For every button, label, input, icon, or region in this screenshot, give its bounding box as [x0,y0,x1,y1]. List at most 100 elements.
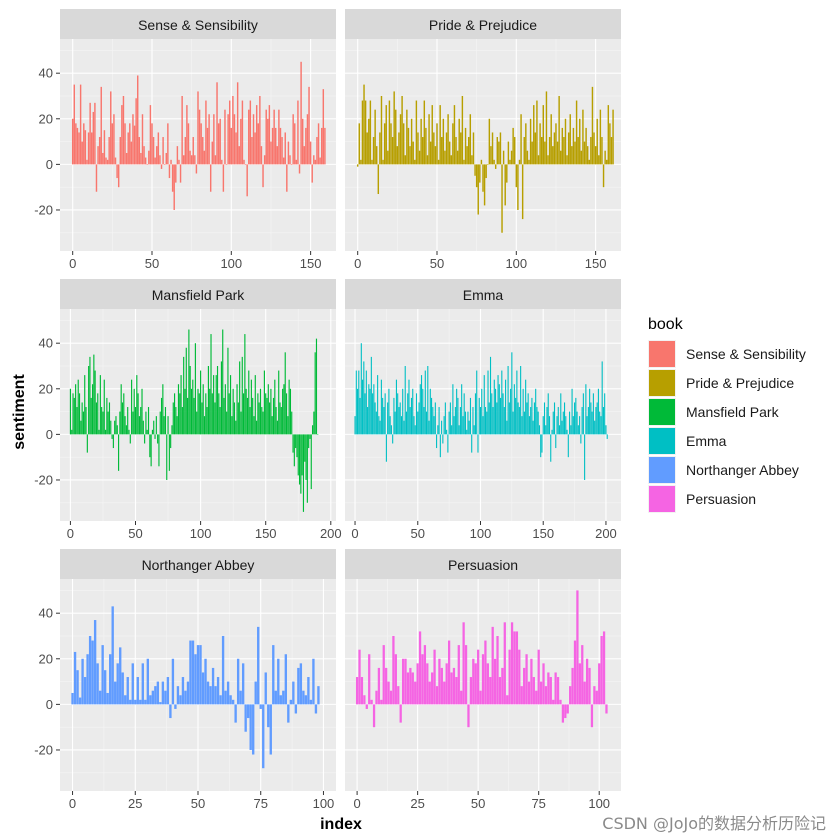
bar [111,123,114,165]
bar [433,416,435,435]
bar [397,686,400,705]
bar [602,164,605,188]
bar [275,407,277,435]
bar [110,91,112,165]
bar [561,420,563,435]
bar [464,645,468,705]
bar [132,411,134,435]
legend-label: Sense & Sensibility [686,346,806,362]
x-tick-label: 50 [145,256,159,271]
bar [229,375,232,435]
bar [196,645,200,705]
bar [99,375,101,435]
bar [139,699,142,705]
bar [502,150,505,165]
bar [321,127,323,165]
bar [241,356,243,435]
bar [197,388,199,435]
bar [452,384,454,435]
bar [102,152,104,165]
bar [246,164,248,197]
bar [106,397,108,435]
legend-swatch [649,341,675,367]
bar [285,393,288,435]
bar [583,681,586,705]
bar [136,677,139,705]
bar [199,645,202,705]
bar [402,388,404,435]
bar [376,146,378,165]
bar [530,658,533,705]
bar [244,164,247,165]
bar [168,434,170,471]
bar [441,137,443,165]
bar [431,672,434,705]
bar [151,690,155,705]
bar [437,159,440,165]
bar [595,407,597,435]
bar [531,397,533,435]
bar [606,434,608,439]
bar [426,663,429,705]
bar [279,127,282,165]
bar [354,416,356,435]
bar [276,146,279,165]
bar [211,667,215,705]
bar [203,150,206,165]
bar [507,365,509,435]
bar [264,672,267,705]
bar [227,347,229,435]
bar [467,704,470,728]
bar [173,393,176,435]
bar [171,658,175,705]
bar [252,704,255,755]
bar [129,123,131,165]
bar [556,416,558,435]
bar [202,384,204,435]
bar [231,699,235,705]
bar [239,361,241,435]
bar [535,388,537,435]
y-tick-label: 0 [46,157,53,172]
bar [306,434,308,503]
bar [166,677,170,705]
bar [183,155,185,165]
bar [563,137,565,165]
bar [557,407,559,435]
bar [254,132,256,165]
bar [133,388,135,435]
bar [461,384,463,435]
bar [425,127,427,165]
bar [355,370,357,435]
bar [452,667,456,705]
bar [161,681,165,705]
bar [488,402,490,435]
bar [601,361,603,435]
bar [289,155,291,165]
bar [283,384,285,435]
bar [361,100,364,165]
bar [269,402,271,435]
bar [416,663,419,705]
bar [232,388,234,435]
bar [73,651,77,705]
bar [438,658,441,705]
bar [457,645,460,705]
bar [149,695,152,705]
bar [605,425,607,435]
bar [181,677,185,705]
bar [493,159,495,165]
bar [257,393,259,435]
bar [300,434,302,494]
bar [122,95,125,165]
bar [576,590,579,705]
bar [508,402,510,435]
bar [103,670,107,705]
bar [153,420,155,435]
bar [393,91,395,165]
bar [394,411,396,435]
bar [89,102,91,165]
bar [120,384,122,435]
bar [385,667,388,705]
